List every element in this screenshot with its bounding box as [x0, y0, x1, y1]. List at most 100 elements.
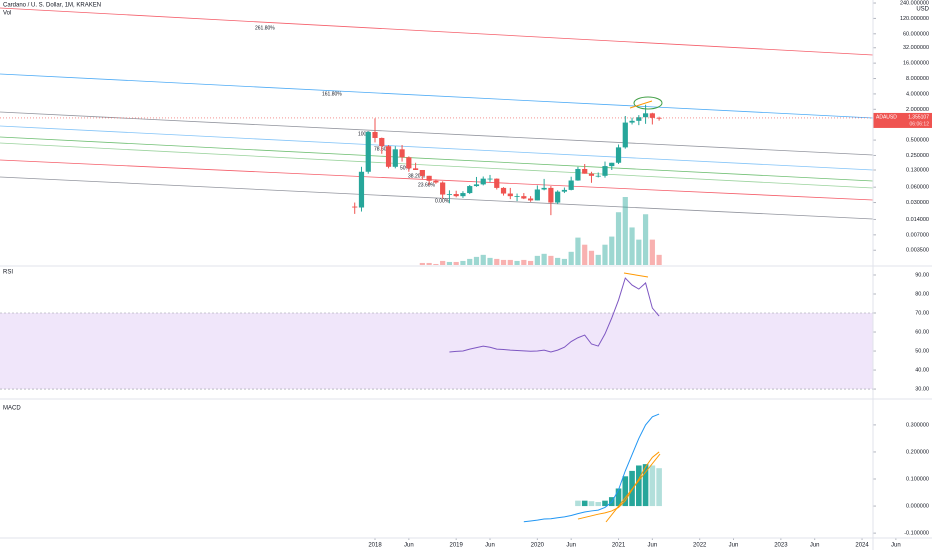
y-unit: USD: [916, 7, 929, 13]
x-tick-label: Jun: [810, 543, 820, 549]
fib-line: [0, 73, 874, 119]
volume-bar: [433, 263, 439, 265]
y-tick-label: 70.00: [915, 310, 929, 316]
candle-body: [602, 166, 608, 176]
x-tick-label: 2020: [531, 543, 545, 549]
fib-label: 38.20%: [408, 173, 426, 179]
chart-title: Cardano / U. S. Dollar, 1M, KRAKEN: [3, 3, 101, 9]
candle-body: [555, 191, 561, 203]
candle-body: [412, 168, 419, 170]
candle-body: [372, 131, 378, 138]
candle-body: [548, 187, 554, 203]
candle-body: [561, 189, 568, 192]
y-tick-label: 30.00: [915, 387, 929, 393]
y-tick-label: 90.00: [915, 272, 929, 278]
fib-label: 161.80%: [322, 91, 342, 97]
candle-body: [629, 120, 635, 123]
drawings: [605, 96, 663, 523]
volume-bar: [541, 253, 547, 265]
candle-body: [358, 171, 365, 208]
volume-bar: [494, 258, 500, 265]
y-tick-label: 0.014000: [906, 217, 929, 223]
candle-body: [615, 147, 622, 163]
volume-bar: [595, 254, 601, 265]
x-tick-label: Jun: [648, 543, 658, 549]
volume-bar: [629, 227, 635, 265]
candle-body: [622, 122, 628, 148]
candle-body: [588, 173, 595, 176]
x-tick-label: 2019: [450, 543, 464, 549]
volume-bar: [467, 258, 473, 265]
x-tick-label: 2023: [774, 543, 788, 549]
histogram-bar: [575, 500, 581, 507]
rsi-title: RSI: [3, 270, 13, 276]
y-tick-label: 32.000000: [903, 45, 929, 51]
candle-body: [609, 162, 615, 167]
volume-bar: [636, 239, 642, 265]
volume-bar: [555, 257, 561, 265]
y-tick-label: 0.300000: [906, 422, 929, 428]
volume-label: Vol: [3, 11, 11, 17]
fib-label: 100%: [358, 131, 371, 137]
candle-body: [480, 178, 486, 185]
x-tick-label: Jun: [404, 543, 414, 549]
x-tick-label: Jun: [566, 543, 576, 549]
volume-bar: [588, 250, 595, 265]
volume-bar: [426, 262, 432, 265]
volume-bar: [609, 236, 615, 265]
last-price-box: [873, 112, 932, 128]
fib-line: [0, 159, 874, 201]
fib-line: [0, 142, 874, 189]
candle-body: [473, 184, 480, 187]
y-tick-label: 50.00: [915, 348, 929, 354]
candle-body: [500, 187, 507, 194]
histogram-bar: [602, 500, 608, 507]
candle-body: [487, 178, 493, 180]
candle-body: [379, 137, 385, 147]
series-line: [577, 451, 660, 520]
volume-bar: [656, 254, 662, 265]
y-tick-label: 80.00: [915, 291, 929, 297]
fib-line: [0, 136, 874, 182]
candle-body: [406, 157, 412, 169]
histogram-bar: [622, 476, 629, 507]
volume-bar: [622, 197, 628, 265]
candle-body: [399, 149, 405, 158]
histogram-bar: [636, 465, 642, 507]
candle-body: [433, 180, 439, 183]
series-line: [449, 277, 660, 353]
x-tick-label: 2022: [693, 543, 707, 549]
candle-body: [365, 131, 371, 172]
y-tick-label: 4.000000: [906, 91, 929, 97]
countdown: 06:06:12: [910, 121, 930, 127]
volume-bar: [582, 244, 588, 265]
x-tick-label: Jun: [729, 543, 739, 549]
y-tick-label: 0.003500: [906, 248, 929, 254]
x-tick-label: Jun: [485, 543, 495, 549]
fib-line: [0, 111, 874, 156]
y-tick-label: 0.250000: [906, 153, 929, 159]
y-tick-label: 2.000000: [906, 107, 929, 113]
volume-bar: [514, 260, 520, 265]
fib-label: 78.60%: [374, 146, 392, 152]
volume-bar: [575, 237, 581, 265]
trend-arrow: [629, 100, 653, 109]
series-line: [523, 413, 660, 523]
candle-body: [595, 175, 601, 177]
fib-label: 23.60%: [418, 182, 436, 188]
background: [0, 312, 873, 390]
y-tick-label: 0.500000: [906, 138, 929, 144]
volume-bar: [561, 258, 568, 265]
volume-bar: [487, 257, 493, 265]
x-tick-label: 2021: [612, 543, 626, 549]
candle-body: [494, 178, 500, 188]
candle-body: [419, 169, 425, 176]
volume-bar: [440, 260, 446, 265]
macd-title: MACD: [3, 406, 21, 412]
fib-label: 0.00%: [435, 198, 450, 204]
y-tick-label: 120.000000: [900, 16, 929, 22]
x-tick-label: 2018: [368, 543, 382, 549]
y-tick-label: 0.100000: [906, 476, 929, 482]
